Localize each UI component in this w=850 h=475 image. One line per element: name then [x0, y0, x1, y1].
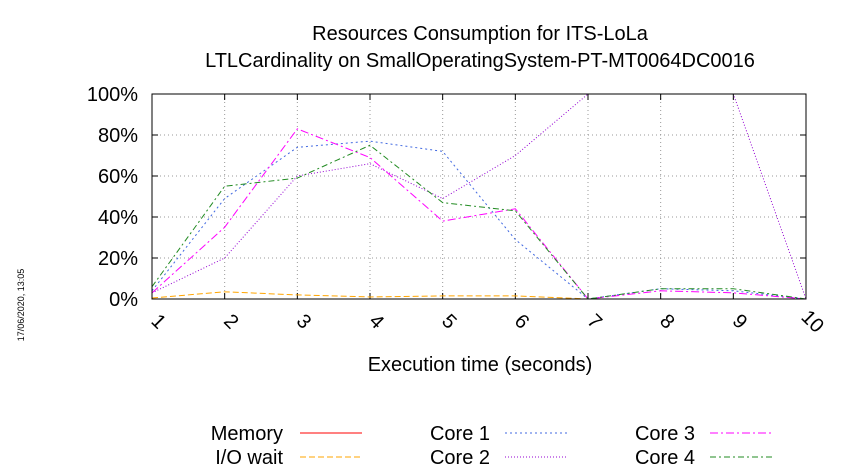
- x-tick-label: 10: [797, 306, 828, 337]
- series-line-core-3: [151, 128, 807, 300]
- x-axis-label: Execution time (seconds): [368, 354, 593, 376]
- y-axis-ticks: 0% 20% 40% 60% 80% 100%: [87, 84, 806, 311]
- series-line-i-o-wait: [151, 291, 806, 300]
- legend-label-core-1: Core 1: [430, 423, 490, 445]
- x-axis-ticks: 1 2 3 4 5 6 7 8 9 10: [147, 94, 828, 337]
- x-tick-label: 4: [365, 310, 388, 333]
- legend-label-core-2: Core 2: [430, 447, 490, 469]
- x-tick-label: 2: [219, 310, 242, 333]
- x-tick-label: 1: [147, 310, 170, 333]
- y-tick-label: 100%: [87, 84, 138, 106]
- chart-title-line-2: LTLCardinality on SmallOperatingSystem-P…: [205, 50, 755, 72]
- grid: [152, 94, 806, 299]
- legend-label-i-o-wait: I/O wait: [215, 447, 283, 469]
- y-tick-label: 20%: [98, 248, 138, 270]
- y-tick-label: 60%: [98, 166, 138, 188]
- y-tick-label: 80%: [98, 125, 138, 147]
- series-line-core-2: [151, 93, 807, 300]
- y-tick-label: 0%: [109, 289, 138, 311]
- plot-frame: [151, 93, 807, 300]
- x-tick-label: 8: [655, 310, 678, 333]
- chart-title-line-1: Resources Consumption for ITS-LoLa: [312, 23, 649, 45]
- y-tick-label: 40%: [98, 207, 138, 229]
- series-line-core-4: [151, 144, 807, 300]
- x-tick-label: 3: [292, 310, 315, 333]
- chart-title: Resources Consumption for ITS-LoLa LTLCa…: [205, 23, 755, 72]
- x-tick-label: 6: [510, 310, 533, 333]
- legend-label-core-4: Core 4: [635, 447, 695, 469]
- series-line-core-1: [151, 140, 807, 300]
- legend-label-memory: Memory: [211, 423, 283, 445]
- timestamp: 17/06/2020, 13:05: [16, 269, 26, 342]
- x-tick-label: 9: [728, 310, 751, 333]
- legend-label-core-3: Core 3: [635, 423, 695, 445]
- series-lines: [151, 93, 807, 300]
- x-tick-label: 7: [583, 310, 606, 333]
- x-tick-label: 5: [437, 310, 460, 333]
